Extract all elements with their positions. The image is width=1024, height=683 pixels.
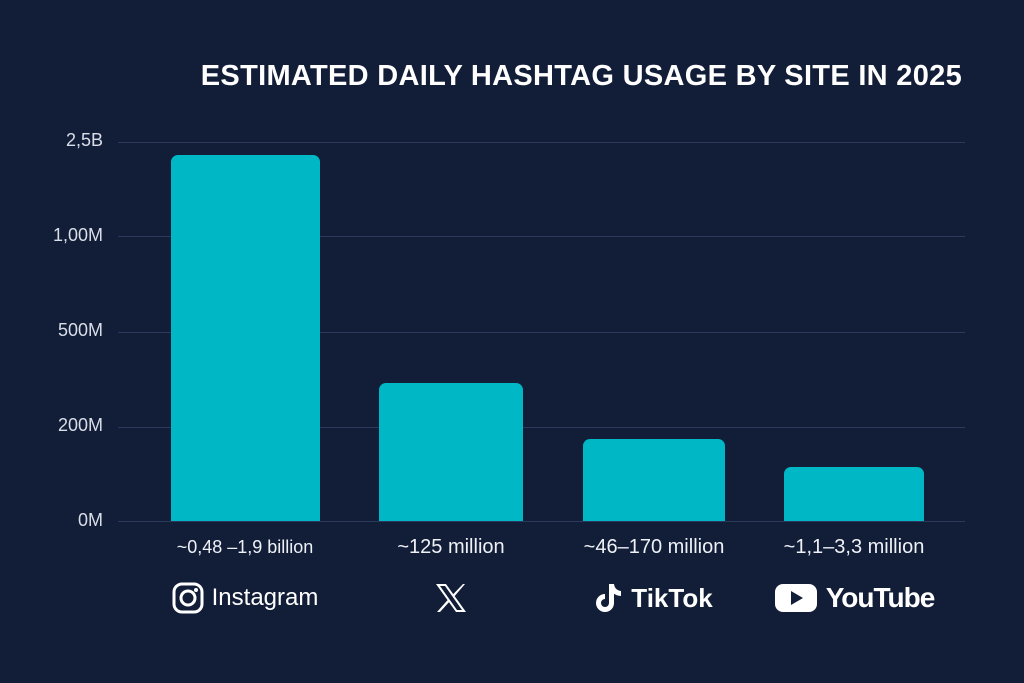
- y-tick-label: 2,5B: [65, 130, 103, 150]
- brand-name: Instagram: [211, 584, 319, 611]
- y-tick-label: 1,00M: [52, 225, 103, 245]
- instagram-icon: [172, 582, 204, 614]
- x-logo-icon: [436, 584, 466, 612]
- gridline: [118, 236, 965, 237]
- youtube-icon: [774, 584, 817, 612]
- bar-youtube: [784, 467, 924, 521]
- gridline: [118, 142, 965, 143]
- bar-x: [379, 383, 523, 521]
- brand-name: YouTube: [825, 582, 936, 613]
- chart-title: ESTIMATED DAILY HASHTAG USAGE BY SITE IN…: [200, 60, 962, 92]
- bar-instagram: [171, 155, 320, 521]
- y-tick-label: 0M: [77, 510, 103, 530]
- brand-tiktok: TikTok: [554, 580, 754, 616]
- brand-name: TikTok: [631, 582, 713, 613]
- brand-x: [351, 580, 551, 616]
- y-tick-label: 200M: [57, 415, 103, 435]
- value-label-youtube: ~1,1–3,3 million: [783, 536, 925, 558]
- value-label-instagram: ~0,48 –1,9 billion: [176, 537, 314, 557]
- gridline: [118, 521, 965, 522]
- value-label-x: ~125 million: [397, 536, 505, 558]
- y-tick-label: 500M: [57, 320, 103, 340]
- bar-tiktok: [583, 439, 725, 521]
- gridline: [118, 332, 965, 333]
- brand-instagram: Instagram: [145, 580, 345, 616]
- gridline: [118, 427, 965, 428]
- tiktok-icon: [596, 584, 622, 612]
- brand-youtube: YouTube: [754, 580, 954, 616]
- value-label-tiktok: ~46–170 million: [583, 536, 725, 558]
